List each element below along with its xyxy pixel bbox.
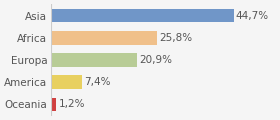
Bar: [52, 53, 137, 67]
Text: 44,7%: 44,7%: [236, 11, 269, 21]
Bar: [52, 98, 56, 111]
Text: 1,2%: 1,2%: [59, 99, 85, 109]
Text: 25,8%: 25,8%: [159, 33, 192, 43]
Bar: [52, 75, 82, 89]
Text: 20,9%: 20,9%: [139, 55, 172, 65]
Bar: [52, 31, 157, 45]
Bar: [52, 9, 234, 22]
Text: 7,4%: 7,4%: [84, 77, 110, 87]
